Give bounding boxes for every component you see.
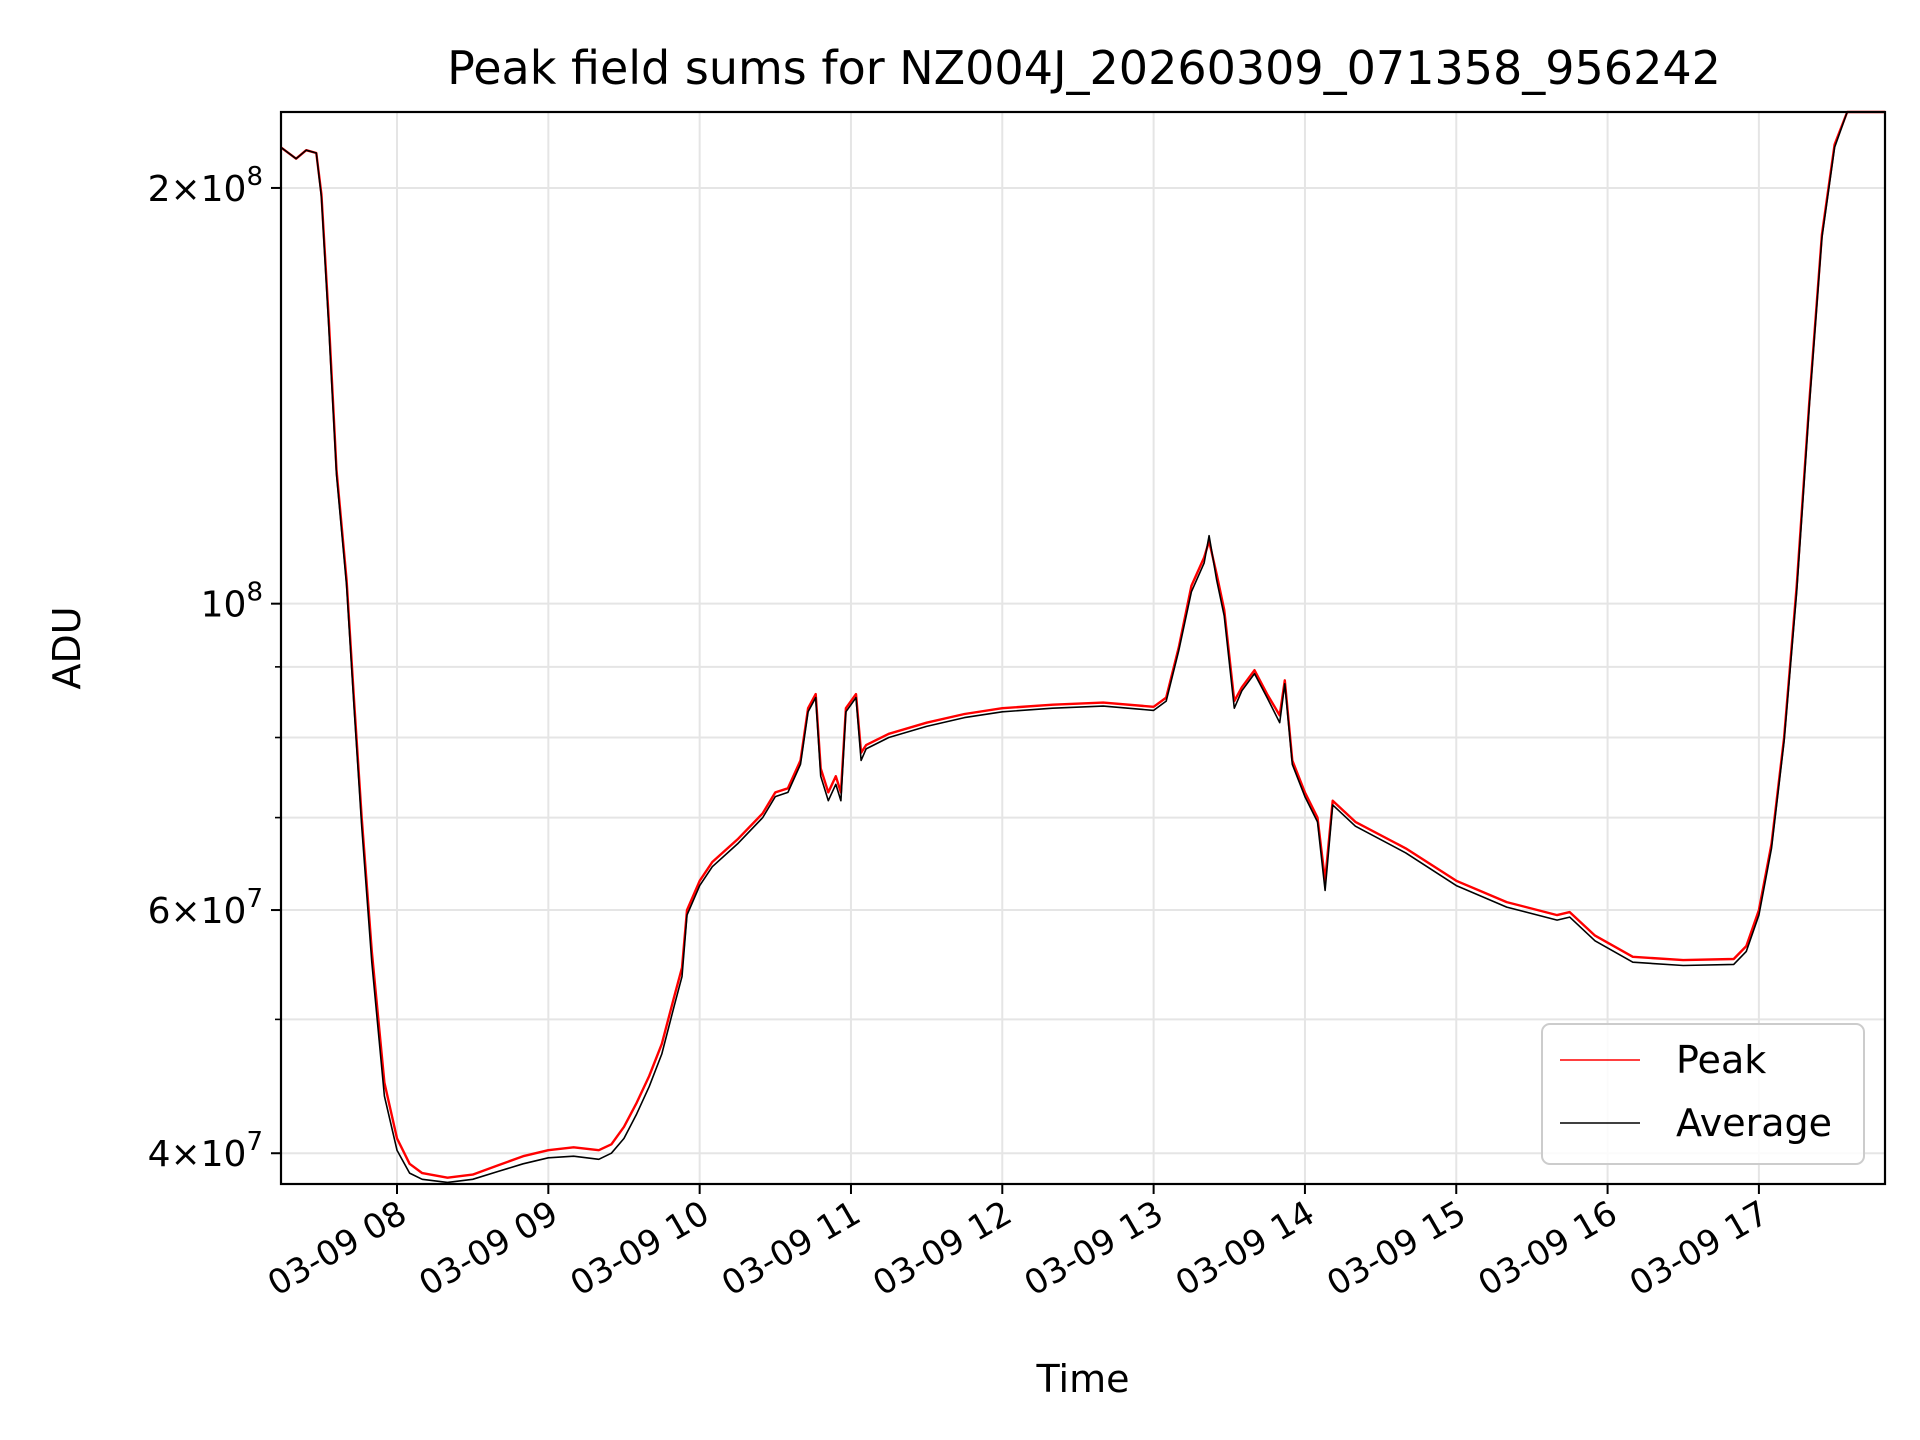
- y-tick-label: 108: [201, 578, 263, 626]
- chart-title: Peak field sums for NZ004J_20260309_0713…: [447, 41, 1721, 95]
- x-axis-label: Time: [1036, 1357, 1130, 1401]
- legend-box: [1541, 1023, 1865, 1165]
- series-line-peak: [280, 110, 1885, 1179]
- y-tick-label: 6×107: [148, 884, 263, 932]
- series-line-average: [280, 111, 1885, 1184]
- y-tick-label: 4×107: [148, 1127, 263, 1175]
- legend: Peak Average: [1541, 1023, 1865, 1165]
- series-group: [280, 110, 1885, 1184]
- legend-label-average: Average: [1676, 1101, 1832, 1145]
- y-tick-label: 2×108: [148, 162, 263, 210]
- y-axis-label: ADU: [45, 606, 89, 689]
- grid: [281, 112, 1885, 1184]
- legend-label-peak: Peak: [1676, 1038, 1766, 1082]
- plot-frame: [279, 110, 1887, 1186]
